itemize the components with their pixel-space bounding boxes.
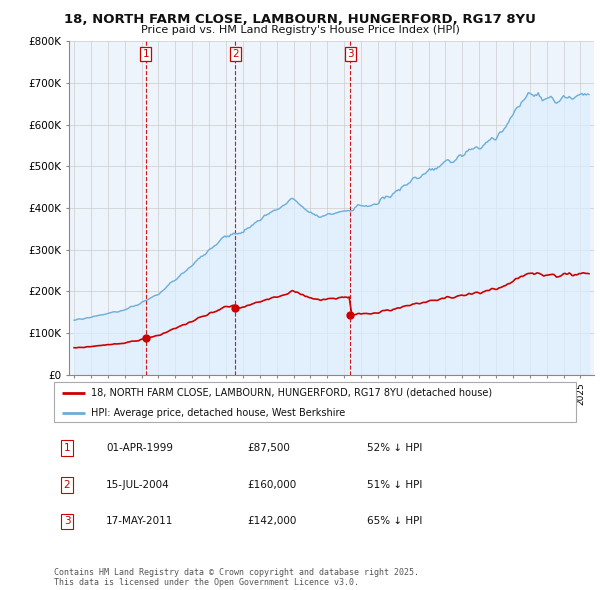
Text: 2: 2 bbox=[232, 49, 238, 59]
FancyBboxPatch shape bbox=[54, 382, 576, 422]
Text: 3: 3 bbox=[347, 49, 354, 59]
Text: 2: 2 bbox=[64, 480, 70, 490]
Text: 15-JUL-2004: 15-JUL-2004 bbox=[106, 480, 170, 490]
Text: 17-MAY-2011: 17-MAY-2011 bbox=[106, 516, 173, 526]
Text: 01-APR-1999: 01-APR-1999 bbox=[106, 443, 173, 453]
Text: Price paid vs. HM Land Registry's House Price Index (HPI): Price paid vs. HM Land Registry's House … bbox=[140, 25, 460, 35]
Text: 51% ↓ HPI: 51% ↓ HPI bbox=[367, 480, 422, 490]
Text: 65% ↓ HPI: 65% ↓ HPI bbox=[367, 516, 422, 526]
Text: 52% ↓ HPI: 52% ↓ HPI bbox=[367, 443, 422, 453]
Text: 3: 3 bbox=[64, 516, 70, 526]
Text: £142,000: £142,000 bbox=[247, 516, 296, 526]
Text: £87,500: £87,500 bbox=[247, 443, 290, 453]
Text: 1: 1 bbox=[64, 443, 70, 453]
Text: £160,000: £160,000 bbox=[247, 480, 296, 490]
Text: 18, NORTH FARM CLOSE, LAMBOURN, HUNGERFORD, RG17 8YU (detached house): 18, NORTH FARM CLOSE, LAMBOURN, HUNGERFO… bbox=[91, 388, 491, 398]
Text: 18, NORTH FARM CLOSE, LAMBOURN, HUNGERFORD, RG17 8YU: 18, NORTH FARM CLOSE, LAMBOURN, HUNGERFO… bbox=[64, 13, 536, 26]
Text: HPI: Average price, detached house, West Berkshire: HPI: Average price, detached house, West… bbox=[91, 408, 345, 418]
Text: Contains HM Land Registry data © Crown copyright and database right 2025.
This d: Contains HM Land Registry data © Crown c… bbox=[54, 568, 419, 587]
Text: 1: 1 bbox=[142, 49, 149, 59]
